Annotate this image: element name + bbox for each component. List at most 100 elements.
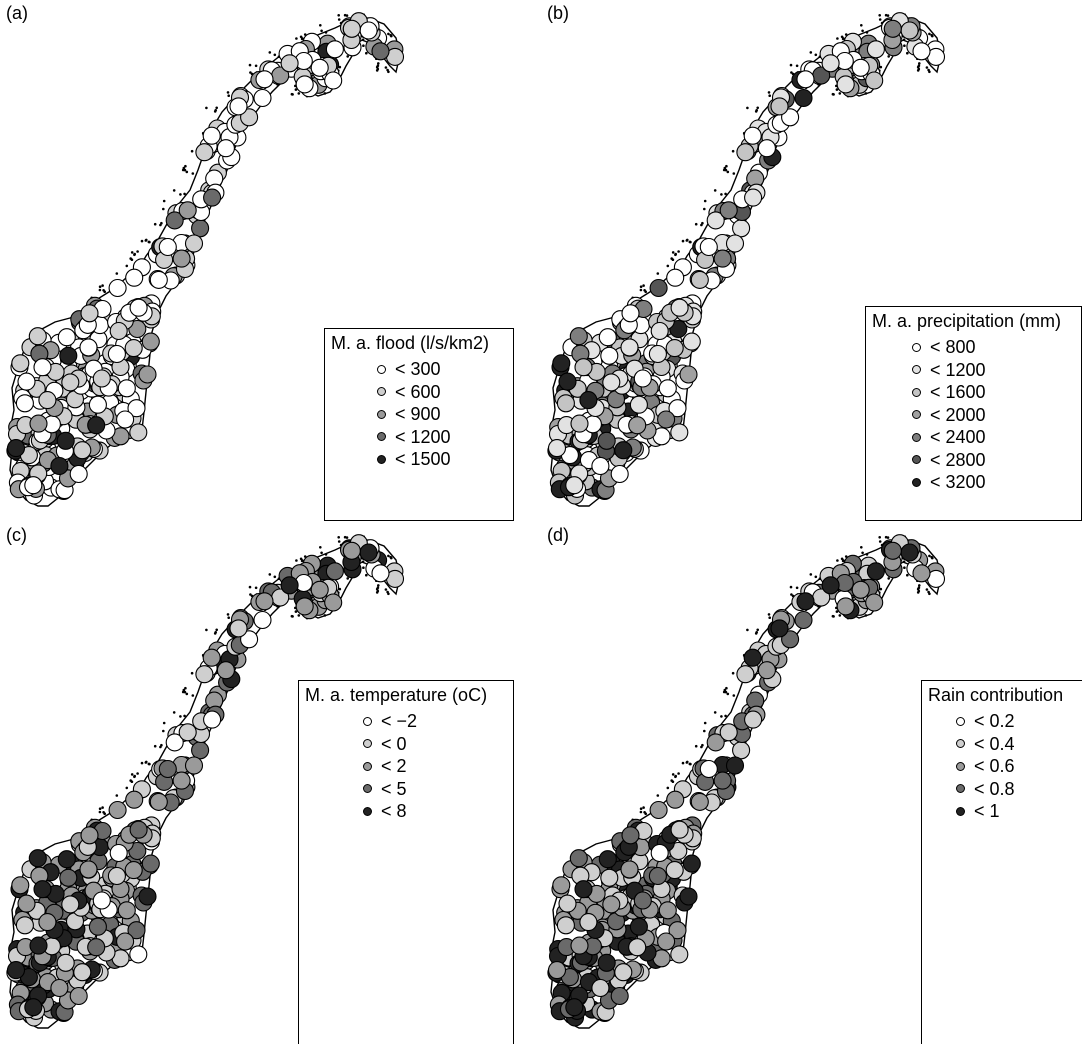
- island: [184, 164, 187, 168]
- norway-map: [547, 534, 946, 1029]
- legend-label: < 0.6: [974, 756, 1015, 776]
- station-marker: [569, 327, 588, 346]
- island: [375, 587, 379, 591]
- station-marker: [359, 21, 378, 40]
- station-marker: [109, 321, 128, 341]
- station-marker: [912, 564, 931, 583]
- station-marker: [125, 268, 144, 287]
- island: [887, 577, 890, 580]
- station-marker: [699, 759, 718, 779]
- island: [183, 192, 186, 196]
- legend-item: < 600: [377, 381, 513, 404]
- legend-swatch: [377, 364, 386, 374]
- island: [145, 238, 148, 242]
- island: [878, 14, 881, 17]
- island: [671, 251, 675, 254]
- legend-items: < 300 < 600 < 900 < 1200 < 1500: [325, 358, 513, 471]
- station-marker: [38, 391, 57, 410]
- station-marker: [240, 630, 259, 649]
- island: [375, 591, 379, 594]
- station-marker: [900, 543, 919, 562]
- legend-label: < 600: [395, 381, 441, 402]
- legend-label: < 0: [381, 733, 407, 754]
- legend-item: < 0.2: [956, 710, 1082, 733]
- station-marker: [359, 543, 378, 562]
- station-marker: [668, 399, 687, 418]
- station-marker: [794, 88, 813, 108]
- island: [98, 288, 102, 292]
- station-marker: [216, 139, 235, 158]
- station-marker: [614, 963, 633, 982]
- station-marker: [821, 54, 840, 73]
- station-marker: [851, 58, 870, 77]
- station-marker: [558, 372, 577, 391]
- legend-swatch: [363, 716, 372, 726]
- island: [125, 264, 129, 268]
- island: [732, 172, 736, 175]
- island: [906, 573, 909, 577]
- station-marker: [24, 998, 43, 1017]
- legend-item: < 2: [363, 755, 513, 778]
- legend-swatch: [912, 432, 921, 442]
- legend-item: < 0.4: [956, 733, 1082, 756]
- station-marker: [124, 861, 143, 880]
- island: [674, 252, 677, 256]
- map-panel-precipitation: (b) M. a. precipitation (mm) < 800 < 1200…: [541, 0, 1082, 522]
- station-marker: [744, 710, 763, 729]
- station-marker: [324, 593, 343, 612]
- island: [377, 62, 380, 65]
- station-marker: [195, 665, 214, 684]
- norway-map: [6, 534, 405, 1029]
- island: [902, 38, 906, 42]
- island: [227, 94, 230, 97]
- station-marker: [191, 219, 210, 238]
- station-marker: [61, 895, 80, 914]
- legend-item: < 1500: [377, 448, 513, 471]
- station-marker: [342, 19, 361, 38]
- station-marker: [80, 304, 99, 323]
- station-marker: [600, 868, 619, 887]
- island: [643, 811, 646, 814]
- station-marker: [240, 108, 259, 127]
- island: [215, 628, 218, 632]
- station-marker: [690, 270, 709, 289]
- station-marker: [202, 126, 221, 145]
- legend-item: < 1200: [377, 426, 513, 449]
- island: [694, 744, 698, 748]
- station-marker: [195, 143, 214, 162]
- island: [918, 584, 921, 587]
- station-marker: [668, 921, 687, 940]
- island: [884, 535, 888, 539]
- station-marker: [138, 365, 157, 384]
- station-marker: [11, 354, 30, 373]
- island: [688, 240, 692, 244]
- station-marker: [602, 373, 621, 392]
- station-marker: [665, 339, 684, 358]
- island: [767, 91, 771, 94]
- legend-item: < 0.6: [956, 755, 1082, 778]
- island: [879, 587, 883, 591]
- station-marker: [614, 441, 633, 460]
- island: [670, 779, 673, 782]
- station-marker: [149, 270, 168, 289]
- legend-items: < −2 < 0 < 2 < 5 < 8: [299, 710, 513, 823]
- island: [214, 109, 217, 112]
- island: [343, 535, 347, 539]
- island: [884, 13, 888, 17]
- station-marker: [92, 369, 111, 388]
- island: [731, 671, 735, 675]
- station-marker: [757, 139, 776, 158]
- legend-swatch: [363, 739, 372, 749]
- station-marker: [6, 439, 26, 458]
- station-marker: [127, 921, 146, 940]
- station-marker: [17, 894, 36, 913]
- station-marker: [552, 876, 571, 895]
- station-marker: [178, 723, 197, 742]
- island: [814, 53, 818, 57]
- station-marker: [558, 894, 577, 913]
- station-marker: [24, 476, 43, 495]
- island: [361, 38, 365, 42]
- panel-label: (a): [6, 3, 28, 23]
- island: [838, 614, 842, 617]
- island: [115, 272, 119, 275]
